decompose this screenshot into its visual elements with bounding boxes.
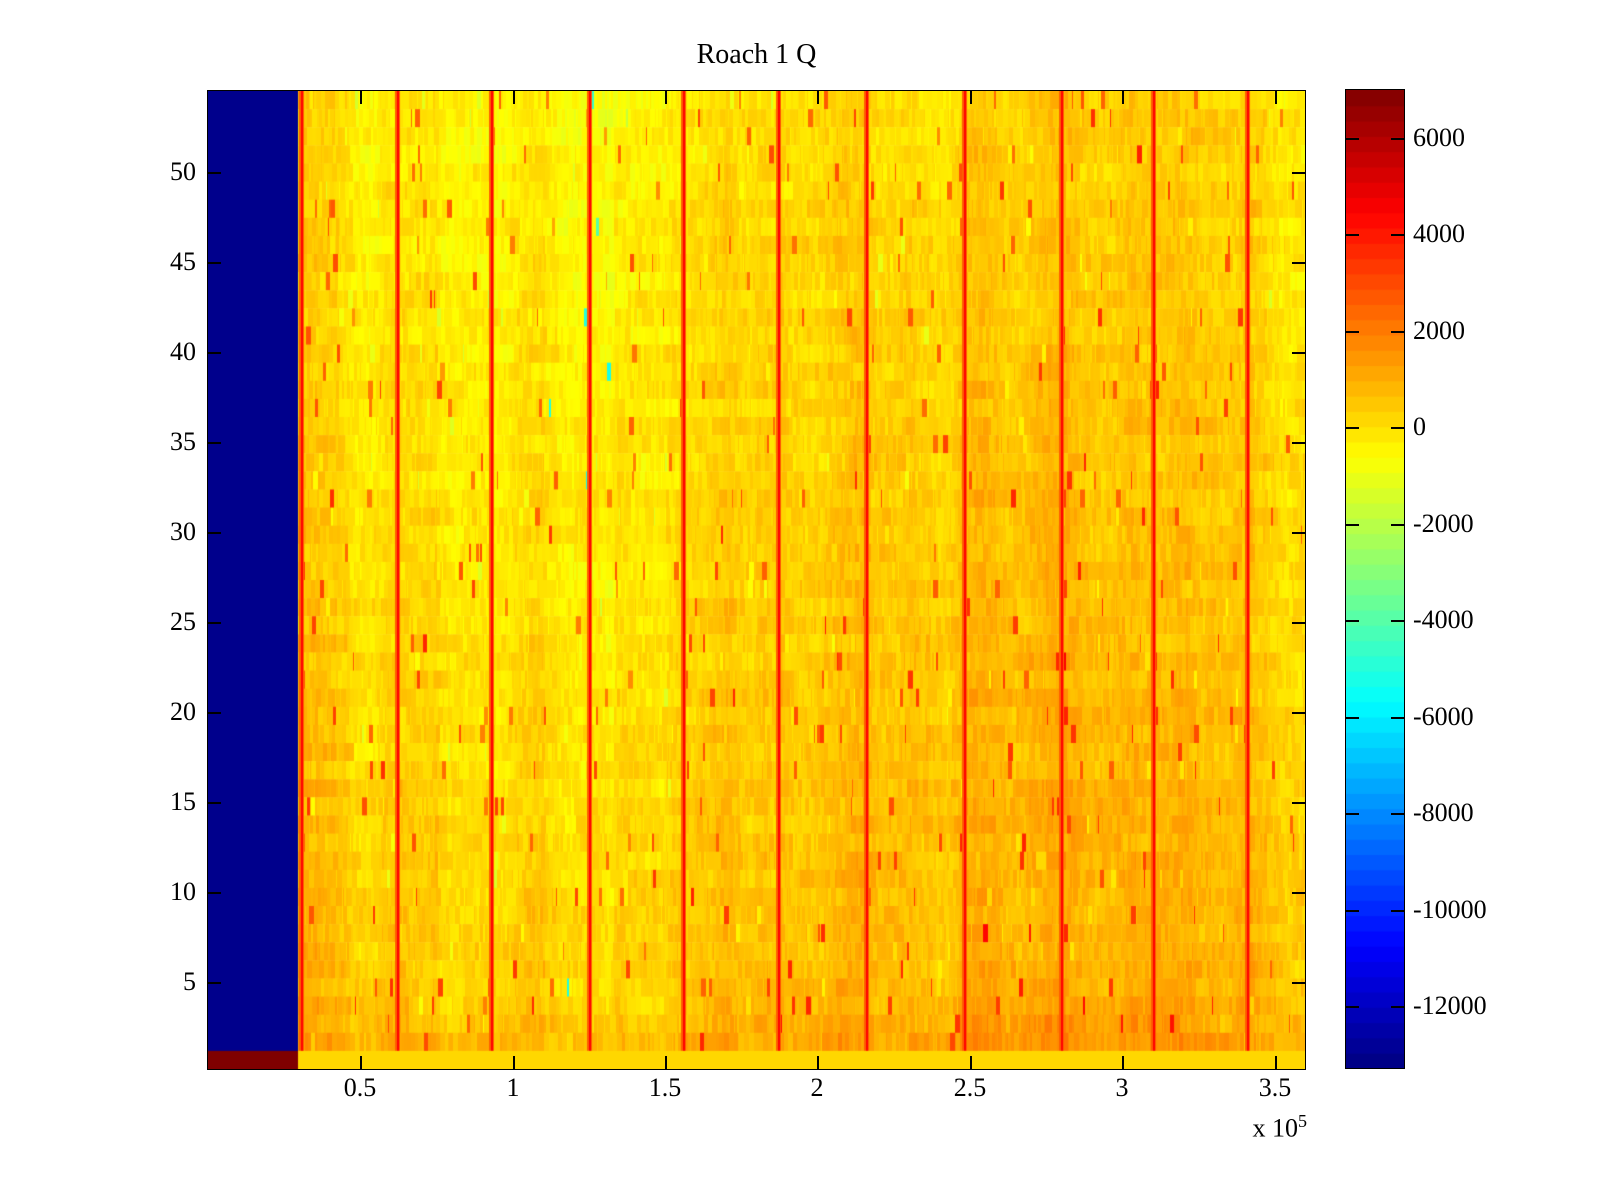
plot-area <box>207 90 1306 1070</box>
x-axis-exponent-label: x 105 <box>1150 1106 1308 1144</box>
x-tick-mark <box>970 1056 972 1069</box>
colorbar-tick-mark-right <box>1391 910 1404 912</box>
x-tick-mark-top <box>513 91 515 104</box>
colorbar-tick-mark <box>1346 910 1359 912</box>
y-tick-mark <box>208 892 221 894</box>
colorbar-tick-label: 2000 <box>1413 316 1465 345</box>
y-tick-label: 15 <box>170 787 196 816</box>
x-tick-label: 1.5 <box>648 1073 682 1102</box>
y-tick-mark <box>208 622 221 624</box>
x-tick-mark-top <box>1275 91 1277 104</box>
exponent-base: x 10 <box>1252 1113 1299 1143</box>
colorbar-tick-label: -2000 <box>1413 509 1474 538</box>
x-tick-mark <box>513 1056 515 1069</box>
y-tick-mark <box>208 712 221 714</box>
y-tick-mark <box>208 262 221 264</box>
y-tick-mark-right <box>1292 802 1305 804</box>
y-tick-mark-right <box>1292 892 1305 894</box>
colorbar-tick-mark-right <box>1391 331 1404 333</box>
colorbar-tick-mark <box>1346 524 1359 526</box>
y-tick-mark-right <box>1292 172 1305 174</box>
x-tick-mark-top <box>360 91 362 104</box>
x-tick-mark <box>817 1056 819 1069</box>
colorbar-tick-label: 4000 <box>1413 219 1465 248</box>
y-tick-label: 30 <box>170 517 196 546</box>
x-tick-label: 2.5 <box>953 1073 987 1102</box>
y-tick-mark <box>208 352 221 354</box>
colorbar-tick-mark-right <box>1391 138 1404 140</box>
colorbar-tick-mark-right <box>1391 427 1404 429</box>
colorbar-tick-label: -8000 <box>1413 798 1474 827</box>
x-tick-label: 1 <box>506 1073 520 1102</box>
y-tick-mark-right <box>1292 622 1305 624</box>
colorbar-tick-mark-right <box>1391 717 1404 719</box>
y-tick-label: 20 <box>170 697 196 726</box>
y-tick-label: 35 <box>170 427 196 456</box>
x-tick-mark-top <box>970 91 972 104</box>
y-tick-label: 10 <box>170 877 196 906</box>
x-tick-label: 0.5 <box>343 1073 377 1102</box>
y-tick-label: 45 <box>170 247 196 276</box>
colorbar-canvas <box>1346 90 1404 1068</box>
colorbar-tick-mark-right <box>1391 620 1404 622</box>
x-tick-label: 2 <box>810 1073 824 1102</box>
y-tick-mark <box>208 982 221 984</box>
colorbar-tick-mark <box>1346 138 1359 140</box>
y-tick-mark-right <box>1292 352 1305 354</box>
colorbar-tick-mark <box>1346 234 1359 236</box>
y-tick-mark <box>208 172 221 174</box>
colorbar-tick-label: 0 <box>1413 412 1426 441</box>
x-tick-mark-top <box>1122 91 1124 104</box>
y-tick-mark-right <box>1292 982 1305 984</box>
colorbar-tick-label: -4000 <box>1413 605 1474 634</box>
colorbar-tick-label: -12000 <box>1413 991 1487 1020</box>
colorbar-tick-mark <box>1346 1006 1359 1008</box>
x-tick-mark <box>1275 1056 1277 1069</box>
x-tick-mark <box>665 1056 667 1069</box>
x-tick-mark-top <box>817 91 819 104</box>
colorbar-tick-mark <box>1346 427 1359 429</box>
y-tick-label: 40 <box>170 337 196 366</box>
x-tick-label: 3 <box>1115 1073 1129 1102</box>
y-tick-mark-right <box>1292 532 1305 534</box>
colorbar-tick-label: -6000 <box>1413 702 1474 731</box>
colorbar-tick-label: -10000 <box>1413 895 1487 924</box>
y-tick-mark <box>208 532 221 534</box>
x-tick-mark <box>1122 1056 1124 1069</box>
colorbar-tick-mark <box>1346 331 1359 333</box>
y-tick-label: 50 <box>170 157 196 186</box>
colorbar-tick-mark-right <box>1391 1006 1404 1008</box>
colorbar-tick-mark <box>1346 813 1359 815</box>
y-tick-label: 5 <box>183 967 196 996</box>
x-tick-mark-top <box>665 91 667 104</box>
y-tick-mark-right <box>1292 712 1305 714</box>
y-tick-label: 25 <box>170 607 196 636</box>
y-tick-mark-right <box>1292 442 1305 444</box>
colorbar-tick-mark <box>1346 717 1359 719</box>
x-tick-label: 3.5 <box>1258 1073 1292 1102</box>
colorbar-tick-mark-right <box>1391 234 1404 236</box>
heatmap-canvas <box>208 91 1305 1069</box>
colorbar-tick-mark-right <box>1391 524 1404 526</box>
x-tick-mark <box>360 1056 362 1069</box>
colorbar <box>1345 89 1405 1069</box>
chart-title: Roach 1 Q <box>696 39 817 70</box>
exponent-power: 5 <box>1298 1111 1307 1131</box>
colorbar-tick-mark-right <box>1391 813 1404 815</box>
y-tick-mark <box>208 802 221 804</box>
y-tick-mark <box>208 442 221 444</box>
y-tick-mark-right <box>1292 262 1305 264</box>
colorbar-tick-mark <box>1346 620 1359 622</box>
colorbar-tick-label: 6000 <box>1413 123 1465 152</box>
